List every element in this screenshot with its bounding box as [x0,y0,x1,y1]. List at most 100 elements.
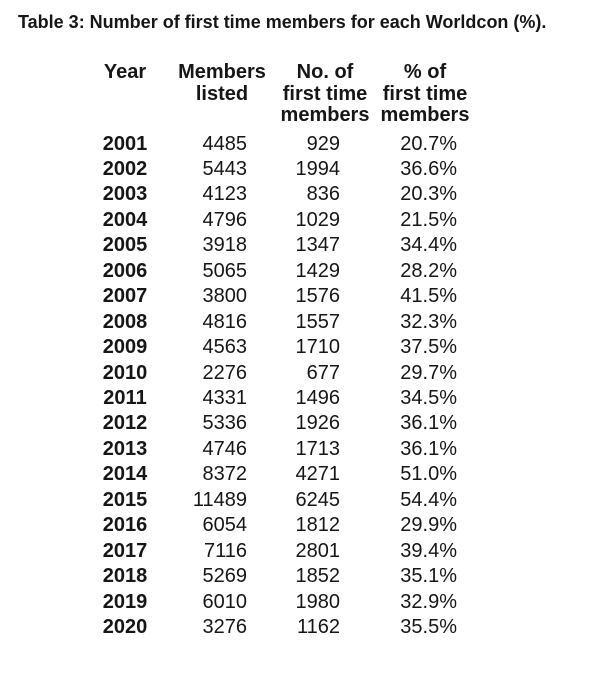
first-time-members-cell: 836 [306,183,340,206]
members-listed-cell: 6054 [202,514,248,537]
year-cell: 2005 [102,234,148,257]
table-row: 2020 3276 1162 35.5% [84,615,478,640]
year-cell: 2001 [102,132,148,155]
members-listed-cell: 4563 [202,336,248,359]
table-row: 2019 6010 1980 32.9% [84,590,478,615]
first-time-percent-cell: 37.5% [400,336,457,359]
first-time-percent-cell: 21.5% [400,208,457,231]
column-header-members-listed: Members listed [178,61,266,105]
first-time-percent-cell: 36.1% [400,412,457,435]
first-time-members-cell: 1710 [295,336,341,359]
first-time-members-cell: 1029 [295,208,341,231]
members-listed-cell: 7116 [203,539,247,562]
table-row: 2013 4746 1713 36.1% [84,437,478,462]
year-cell: 2018 [102,565,148,588]
first-time-members-cell: 2801 [295,539,341,562]
column-header-first-time-members: No. of first time members [280,61,370,126]
year-cell: 2002 [102,157,148,180]
table-row: 2010 2276 677 29.7% [84,361,478,386]
first-time-percent-cell: 54.4% [400,488,457,511]
table-row: 2006 5065 1429 28.2% [84,259,478,284]
members-listed-cell: 11489 [192,488,247,511]
first-time-members-cell: 4271 [295,463,341,486]
table-row: 2017 7116 2801 39.4% [84,539,478,564]
first-time-percent-cell: 36.6% [400,157,457,180]
members-listed-cell: 5269 [202,565,248,588]
first-time-percent-cell: 32.3% [400,310,457,333]
members-listed-cell: 4485 [202,132,248,155]
first-time-members-cell: 1926 [295,412,341,435]
members-listed-cell: 3918 [202,234,248,257]
column-header-year: Year [103,61,147,83]
first-time-percent-cell: 29.9% [400,514,457,537]
first-time-percent-cell: 20.7% [400,132,457,155]
first-time-members-cell: 1557 [295,310,341,333]
table-body: 2001 4485 929 20.7% 2002 5443 1994 36.6% 2003 412… [84,132,478,641]
table-row: 2015 11489 6245 54.4% [84,488,478,513]
table-row: 2018 5269 1852 35.1% [84,564,478,589]
table-row: 2012 5336 1926 36.1% [84,411,478,436]
table-row: 2004 4796 1029 21.5% [84,208,478,233]
first-time-percent-cell: 20.3% [400,183,457,206]
members-listed-cell: 3800 [202,285,248,308]
first-time-members-cell: 1980 [295,590,341,613]
first-time-members-cell: 1429 [295,259,341,282]
worldcon-members-table: Year Members listed No. of first time me… [84,61,478,641]
members-listed-cell: 5065 [202,259,248,282]
first-time-percent-cell: 32.9% [400,590,457,613]
year-cell: 2014 [102,463,148,486]
members-listed-cell: 5336 [202,412,248,435]
members-listed-cell: 4123 [202,183,248,206]
first-time-members-cell: 1852 [295,565,341,588]
year-cell: 2020 [102,616,148,639]
members-listed-cell: 4331 [202,387,248,410]
year-cell: 2013 [102,437,148,460]
first-time-percent-cell: 35.1% [400,565,457,588]
year-cell: 2017 [102,539,148,562]
first-time-percent-cell: 51.0% [400,463,457,486]
column-header-first-time-percent: % of first time members [380,61,470,126]
members-listed-cell: 4746 [202,437,248,460]
first-time-members-cell: 1994 [295,157,341,180]
first-time-members-cell: 1812 [295,514,341,537]
table-row: 2011 4331 1496 34.5% [84,386,478,411]
table-row: 2009 4563 1710 37.5% [84,335,478,360]
first-time-members-cell: 929 [306,132,340,155]
first-time-members-cell: 1347 [295,234,341,257]
members-listed-cell: 4816 [202,310,248,333]
first-time-members-cell: 1713 [295,437,341,460]
first-time-percent-cell: 29.7% [400,361,457,384]
first-time-members-cell: 6245 [295,488,341,511]
year-cell: 2019 [102,590,148,613]
year-cell: 2015 [102,488,148,511]
table-row: 2003 4123 836 20.3% [84,182,478,207]
members-listed-cell: 5443 [202,157,248,180]
year-cell: 2007 [102,285,148,308]
table-row: 2008 4816 1557 32.3% [84,310,478,335]
first-time-percent-cell: 35.5% [400,616,457,639]
year-cell: 2003 [102,183,148,206]
first-time-percent-cell: 41.5% [400,285,457,308]
members-listed-cell: 8372 [202,463,248,486]
first-time-members-cell: 1496 [295,387,341,410]
table-row: 2005 3918 1347 34.4% [84,233,478,258]
first-time-members-cell: 1162 [296,616,340,639]
first-time-members-cell: 677 [306,361,340,384]
table-row: 2014 8372 4271 51.0% [84,462,478,487]
table-row: 2001 4485 929 20.7% [84,132,478,157]
first-time-percent-cell: 28.2% [400,259,457,282]
first-time-percent-cell: 34.5% [400,387,457,410]
year-cell: 2016 [102,514,148,537]
year-cell: 2006 [102,259,148,282]
table-row: 2002 5443 1994 36.6% [84,157,478,182]
members-listed-cell: 4796 [202,208,248,231]
members-listed-cell: 2276 [202,361,248,384]
year-cell: 2004 [102,208,148,231]
members-listed-cell: 3276 [202,616,248,639]
table-row: 2016 6054 1812 29.9% [84,513,478,538]
first-time-percent-cell: 34.4% [400,234,457,257]
table-caption: Table 3: Number of first time members fo… [18,12,547,32]
table-header: Year Members listed No. of first time me… [84,61,478,132]
header-row: Year Members listed No. of first time me… [84,61,478,132]
first-time-percent-cell: 39.4% [400,539,457,562]
